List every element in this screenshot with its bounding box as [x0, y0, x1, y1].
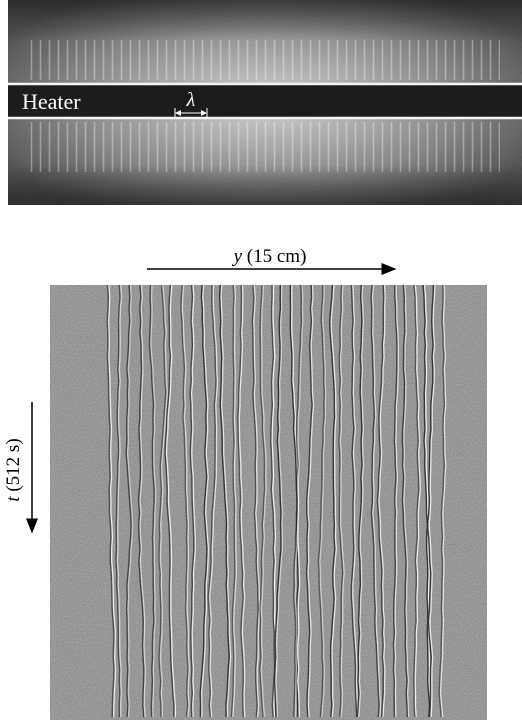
streak: [159, 284, 168, 718]
streak-shadow: [189, 284, 195, 718]
streak: [423, 284, 432, 718]
streak-shadow: [392, 284, 398, 718]
streak: [307, 284, 315, 718]
streak-shadow: [218, 284, 230, 718]
streak-shadow: [164, 284, 175, 718]
streak: [403, 284, 410, 718]
streak-shadow: [292, 284, 303, 718]
y-extent: (15 cm): [247, 246, 307, 267]
streak: [238, 284, 246, 718]
streak-shadow: [426, 284, 435, 718]
wavelength-symbol: λ: [186, 89, 196, 111]
streak: [116, 284, 123, 718]
t-axis-label: t (512 s): [3, 438, 24, 501]
fringes-lower: [30, 122, 500, 172]
streak-shadow: [317, 285, 325, 718]
streak-shadow: [422, 284, 431, 718]
streak-shadow: [438, 284, 446, 718]
heater-band: [8, 84, 522, 118]
streak-shadow: [413, 284, 420, 718]
vignette: [8, 165, 522, 205]
y-axis-label: y (15 cm): [232, 246, 307, 267]
streak-shadow: [370, 284, 380, 718]
streak: [232, 284, 238, 718]
streak: [378, 284, 386, 718]
streak-shadow: [259, 284, 266, 718]
t-symbol: t: [3, 496, 24, 502]
vignette: [8, 0, 522, 40]
streak: [352, 284, 359, 718]
streak-shadow: [106, 284, 115, 718]
streak: [190, 284, 197, 718]
fringes-upper: [30, 40, 500, 80]
streak: [181, 284, 191, 718]
streak: [358, 284, 365, 718]
streak-shadow: [137, 284, 145, 718]
streak-shadow: [269, 285, 276, 718]
streak-shadow: [273, 284, 282, 718]
streak: [108, 284, 117, 718]
top-panel: Heater λ: [8, 0, 522, 205]
streak: [319, 285, 327, 718]
streak: [126, 284, 134, 718]
spacetime-panel: [50, 284, 487, 720]
streak-shadow: [350, 284, 358, 718]
streak-shadow: [148, 284, 155, 718]
streak: [260, 284, 267, 718]
streak: [139, 284, 146, 718]
streak-shadow: [180, 284, 189, 718]
streak-shadow: [199, 284, 208, 718]
heater-label: Heater: [22, 89, 81, 114]
spacetime-noise: [50, 285, 487, 720]
streak: [275, 284, 284, 718]
streak-shadow: [305, 284, 313, 718]
streak-shadow: [376, 284, 385, 718]
streak: [330, 284, 337, 718]
y-symbol: y: [232, 246, 243, 267]
streak-shadow: [251, 284, 259, 718]
streak: [165, 284, 177, 718]
streak: [371, 284, 382, 718]
streak: [220, 284, 232, 718]
streak: [150, 284, 157, 718]
streak: [428, 284, 436, 718]
streak: [439, 284, 447, 718]
streak: [253, 284, 261, 718]
streak: [209, 284, 219, 718]
streak-shadow: [338, 284, 344, 718]
streak: [414, 284, 421, 718]
streak: [339, 284, 345, 718]
streak: [294, 284, 304, 718]
streak-shadow: [125, 284, 132, 718]
streak-shadow: [207, 284, 217, 718]
streak-shadow: [328, 284, 336, 718]
streak-shadow: [115, 284, 121, 718]
streak-shadow: [237, 284, 244, 718]
t-extent: (512 s): [3, 438, 24, 491]
streak: [394, 284, 400, 718]
streak-shadow: [401, 284, 408, 718]
streak: [201, 284, 210, 718]
streak-shadow: [356, 284, 363, 718]
streak-shadow: [230, 284, 236, 718]
streak-shadow: [158, 284, 167, 718]
